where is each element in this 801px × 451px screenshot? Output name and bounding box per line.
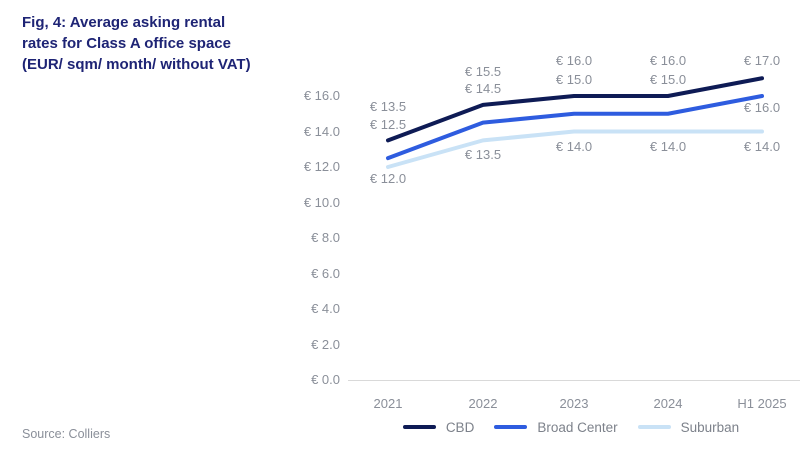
legend-swatch-icon <box>637 425 671 429</box>
legend-item-suburban: Suburban <box>637 419 740 435</box>
data-label-broad-center: € 12.5 <box>369 117 407 132</box>
y-axis-tick-label: € 6.0 <box>311 265 340 281</box>
data-label-suburban: € 14.0 <box>743 139 781 154</box>
series-line-broad-center <box>386 94 764 161</box>
data-label-broad-center: € 15.0 <box>649 72 687 87</box>
data-label-cbd: € 13.5 <box>369 99 407 114</box>
data-label-cbd: € 16.0 <box>555 53 593 68</box>
y-axis-tick-label: € 2.0 <box>311 336 340 352</box>
y-axis-tick-label: € 8.0 <box>311 230 340 245</box>
x-axis-tick-label: 2024 <box>653 396 683 411</box>
legend-label: Broad Center <box>537 419 618 435</box>
series-line-cbd <box>386 76 764 143</box>
y-axis-tick-label: € 0.0 <box>311 372 340 387</box>
y-axis-tick-label: € 16.0 <box>303 88 340 103</box>
data-label-suburban: € 14.0 <box>649 139 687 154</box>
x-axis-tick-label: 2022 <box>468 396 498 411</box>
data-label-cbd: € 17.0 <box>743 53 781 68</box>
chart-legend: CBD Broad Center Suburban <box>342 418 800 436</box>
data-label-suburban: € 14.0 <box>555 139 593 154</box>
legend-label: CBD <box>445 419 475 435</box>
data-label-suburban: € 12.0 <box>369 171 407 186</box>
source-note: Source: Colliers <box>22 427 111 441</box>
y-axis-tick-label: € 10.0 <box>303 194 340 210</box>
data-label-cbd: € 16.0 <box>649 53 687 68</box>
y-axis-tick-label: € 14.0 <box>303 123 340 139</box>
y-axis-tick-label: € 12.0 <box>303 159 340 174</box>
legend-item-cbd: CBD <box>402 419 475 435</box>
chart-title-line2: rates for Class A office space <box>22 35 231 52</box>
chart-title-line1: Fig, 4: Average asking rental <box>22 14 226 31</box>
x-axis-tick-label: 2023 <box>559 396 589 411</box>
data-label-broad-center: € 14.5 <box>464 81 502 96</box>
data-label-cbd: € 15.5 <box>464 64 502 79</box>
legend-label: Suburban <box>680 419 740 435</box>
y-axis-tick-label: € 4.0 <box>311 301 340 316</box>
data-label-broad-center: € 16.0 <box>743 100 781 115</box>
legend-item-broad-center: Broad Center <box>494 419 618 435</box>
data-label-broad-center: € 15.0 <box>555 72 593 87</box>
x-axis-tick-label: 2021 <box>373 396 403 411</box>
legend-swatch-icon <box>494 425 528 429</box>
x-axis-tick-label: H1 2025 <box>737 396 787 411</box>
data-label-suburban: € 13.5 <box>464 147 502 162</box>
series-line-suburban <box>386 129 764 169</box>
legend-swatch-icon <box>402 425 436 429</box>
chart-title: Fig, 4: Average asking rental rates for … <box>22 12 272 75</box>
chart-title-line3: (EUR/ sqm/ month/ without VAT) <box>22 56 251 73</box>
